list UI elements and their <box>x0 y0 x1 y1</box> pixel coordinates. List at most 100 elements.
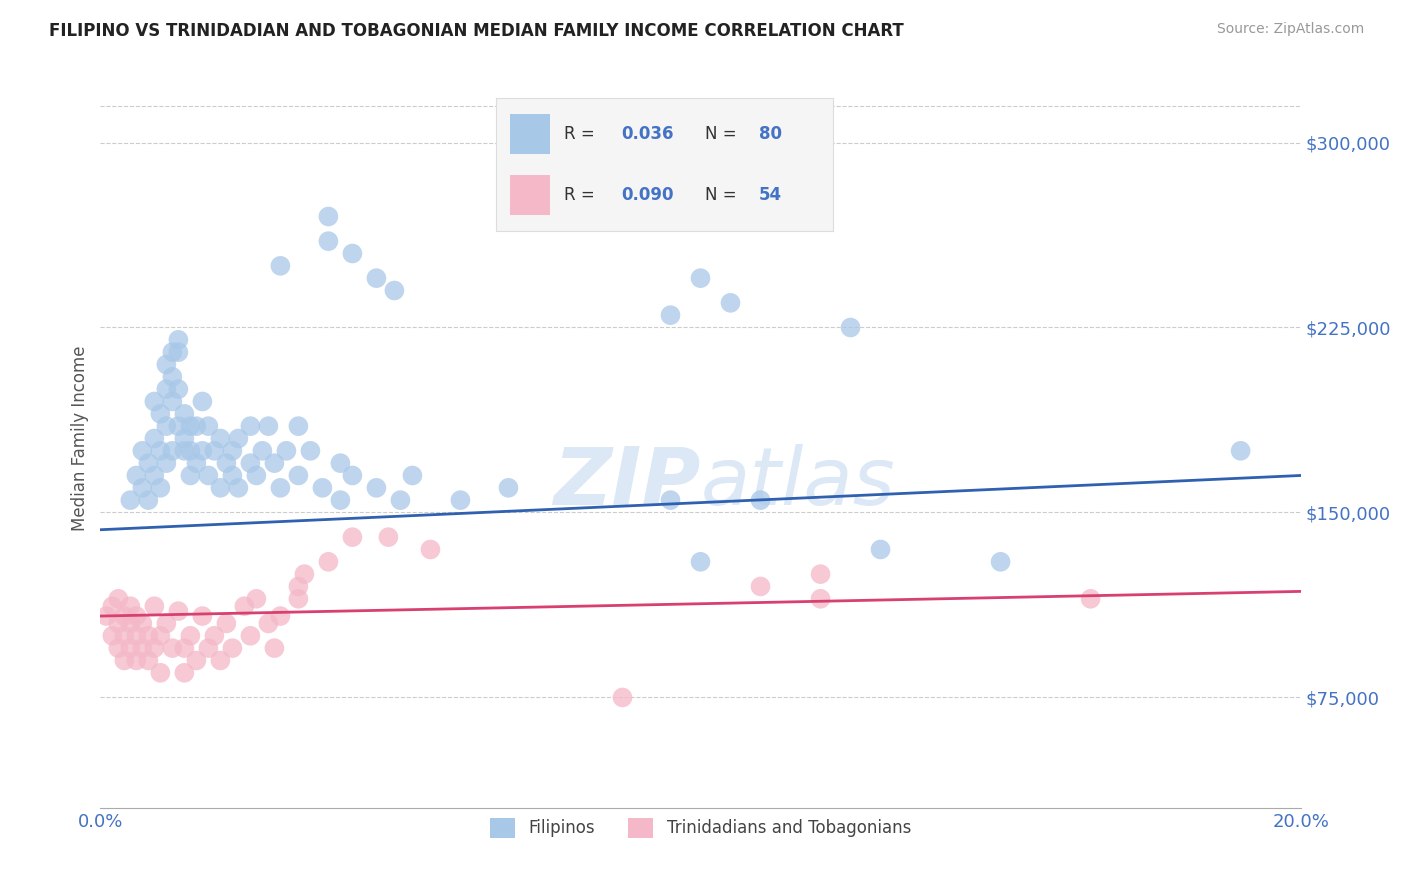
Point <box>342 246 364 260</box>
Point <box>990 555 1012 569</box>
Point <box>1229 443 1251 458</box>
Point <box>155 358 177 372</box>
Point <box>221 443 243 458</box>
Point <box>125 468 148 483</box>
Point <box>107 616 129 631</box>
Point <box>191 609 214 624</box>
Point <box>197 468 219 483</box>
Point <box>377 530 399 544</box>
Point <box>239 419 262 434</box>
Point <box>173 641 195 656</box>
Point <box>263 641 285 656</box>
Point <box>173 432 195 446</box>
Point <box>239 629 262 643</box>
Point <box>318 555 340 569</box>
Point <box>173 407 195 421</box>
Point <box>131 481 153 495</box>
Point <box>209 481 232 495</box>
Point <box>342 468 364 483</box>
Point <box>228 432 250 446</box>
Point <box>162 345 184 359</box>
Point <box>179 629 201 643</box>
Point <box>294 567 316 582</box>
Y-axis label: Median Family Income: Median Family Income <box>72 346 89 532</box>
Point <box>419 542 441 557</box>
Point <box>257 616 280 631</box>
Point <box>191 394 214 409</box>
Point <box>221 468 243 483</box>
Point <box>689 555 711 569</box>
Point <box>167 333 190 347</box>
Point <box>149 443 172 458</box>
Point <box>839 320 862 334</box>
Point <box>366 481 388 495</box>
Point <box>689 271 711 285</box>
Point <box>366 271 388 285</box>
Point <box>131 641 153 656</box>
Point <box>149 665 172 680</box>
Point <box>138 653 160 667</box>
Text: ZIP: ZIP <box>553 444 700 522</box>
Point <box>167 382 190 396</box>
Point <box>120 599 142 614</box>
Point <box>138 629 160 643</box>
Point <box>869 542 891 557</box>
Point <box>155 616 177 631</box>
Point <box>125 609 148 624</box>
Point <box>245 591 267 606</box>
Point <box>1080 591 1102 606</box>
Point <box>173 443 195 458</box>
Point <box>329 493 352 508</box>
Point <box>659 308 682 322</box>
Point <box>401 468 423 483</box>
Point <box>749 493 772 508</box>
Point <box>299 443 322 458</box>
Point <box>179 419 201 434</box>
Point <box>209 653 232 667</box>
Point <box>287 591 309 606</box>
Point <box>257 419 280 434</box>
Point <box>311 481 333 495</box>
Point <box>162 641 184 656</box>
Point <box>131 443 153 458</box>
Point <box>318 210 340 224</box>
Point <box>143 641 166 656</box>
Point <box>209 432 232 446</box>
Point <box>318 234 340 248</box>
Point <box>498 481 520 495</box>
Point <box>329 456 352 470</box>
Point <box>120 493 142 508</box>
Point <box>269 609 291 624</box>
Point <box>749 579 772 593</box>
Point <box>252 443 274 458</box>
Point <box>215 456 238 470</box>
Point <box>197 419 219 434</box>
Point <box>155 382 177 396</box>
Point <box>810 567 832 582</box>
Point <box>221 641 243 656</box>
Point <box>269 259 291 273</box>
Point <box>659 493 682 508</box>
Text: atlas: atlas <box>700 444 896 522</box>
Point <box>720 295 742 310</box>
Point <box>112 629 135 643</box>
Point <box>179 443 201 458</box>
Point <box>197 641 219 656</box>
Point <box>101 599 124 614</box>
Point <box>228 481 250 495</box>
Point <box>143 432 166 446</box>
Point <box>612 690 634 705</box>
Point <box>120 616 142 631</box>
Point <box>263 456 285 470</box>
Point <box>186 653 208 667</box>
Point <box>384 284 406 298</box>
Point <box>167 604 190 618</box>
Point <box>107 591 129 606</box>
Point <box>162 394 184 409</box>
Point <box>112 609 135 624</box>
Point <box>107 641 129 656</box>
Point <box>287 468 309 483</box>
Point <box>120 641 142 656</box>
Point <box>269 481 291 495</box>
Point <box>202 629 225 643</box>
